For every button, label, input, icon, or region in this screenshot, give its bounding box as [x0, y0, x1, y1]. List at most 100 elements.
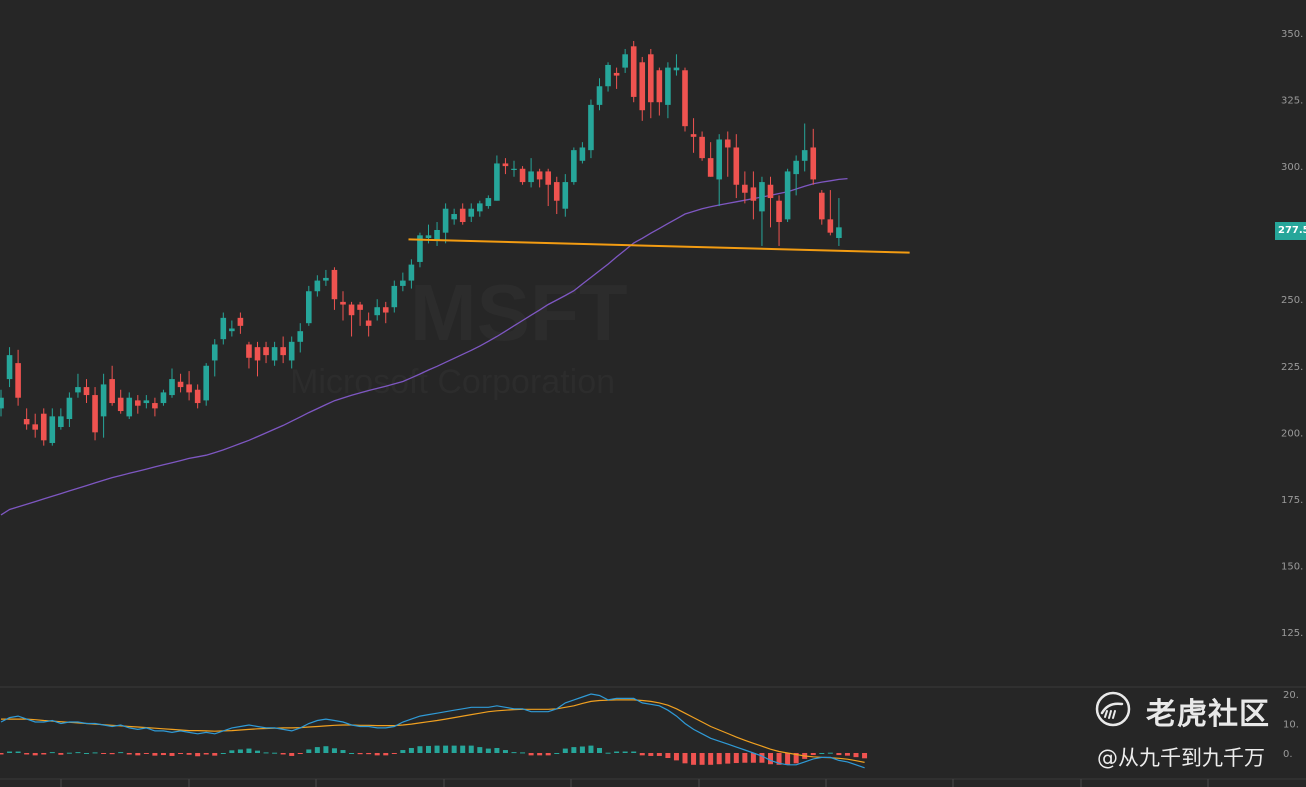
candle	[494, 155, 500, 201]
candle	[596, 78, 603, 111]
macd-tick-label: 20.	[1283, 690, 1299, 701]
candlestick-series	[0, 40, 842, 446]
macd-histogram-bar	[451, 745, 457, 753]
macd-histogram-bar	[528, 753, 534, 756]
candle	[588, 99, 594, 159]
candle	[477, 200, 483, 217]
candle-body	[485, 198, 492, 207]
candle	[66, 392, 73, 428]
macd-histogram-bar	[357, 753, 363, 755]
price-tick-label: 200.	[1281, 428, 1303, 439]
candle-body	[0, 397, 4, 409]
candle	[784, 168, 791, 223]
candle-body	[263, 347, 269, 356]
macd-lines	[0, 693, 865, 769]
macd-histogram-bar	[169, 753, 175, 756]
candle-body	[23, 419, 30, 425]
candle-body	[220, 317, 227, 340]
candle-body	[126, 397, 133, 417]
macd-histogram-bar	[186, 753, 192, 755]
macd-histogram-bar	[340, 750, 346, 753]
macd-histogram-bar	[118, 752, 124, 754]
macd-histogram-bar	[24, 753, 30, 755]
macd-histogram-bar	[759, 753, 765, 763]
candle	[690, 118, 697, 153]
candle-body	[750, 187, 757, 201]
candle	[237, 312, 244, 334]
macd-histogram-bar	[32, 753, 38, 756]
macd-histogram-bar	[605, 752, 611, 754]
candle	[836, 198, 842, 246]
macd-histogram-bar	[391, 753, 397, 754]
macd-histogram-bar	[263, 752, 269, 754]
macd-histogram-bar	[49, 752, 55, 754]
candle-body	[690, 134, 697, 137]
macd-axis: 20. 10. 0.	[1283, 690, 1299, 760]
candle-body	[477, 203, 483, 212]
macd-histogram-bar	[229, 750, 235, 753]
candle	[323, 269, 329, 286]
candle	[297, 323, 304, 353]
macd-histogram-bar	[708, 753, 714, 765]
macd-histogram-bar	[306, 749, 312, 753]
candle	[271, 341, 278, 366]
candle	[75, 373, 81, 398]
candle	[246, 341, 252, 369]
candle-body	[562, 182, 569, 209]
candle	[400, 272, 406, 292]
macd-histogram-bar	[716, 753, 722, 765]
candle	[562, 174, 569, 217]
candle	[536, 168, 543, 188]
candle-body	[117, 397, 124, 412]
macd-histogram-bar	[579, 746, 585, 753]
candle-body	[767, 184, 774, 199]
macd-histogram-bar	[588, 745, 594, 753]
candle-body	[40, 413, 47, 441]
macd-histogram-bar	[827, 752, 833, 754]
candle-body	[169, 379, 175, 396]
macd-histogram-bar	[109, 753, 115, 755]
macd-histogram-bar	[750, 753, 756, 763]
macd-histogram-bar	[648, 753, 654, 756]
candle	[220, 312, 227, 345]
candle	[306, 285, 312, 326]
candle	[750, 171, 757, 220]
candle-body	[553, 182, 560, 201]
candle-body	[536, 171, 543, 180]
macd-histogram-bar	[571, 747, 577, 753]
macd-histogram-bar	[75, 752, 81, 754]
candle	[699, 131, 705, 161]
watermark-company: Microsoft Corporation	[290, 363, 615, 401]
candle-body	[742, 184, 748, 193]
candle	[819, 190, 825, 225]
candle	[639, 56, 646, 121]
candle-body	[613, 72, 620, 76]
candle-body	[135, 400, 141, 406]
macd-histogram-bar	[520, 752, 526, 754]
macd-histogram-bar	[810, 753, 816, 756]
watermark: MSFT Microsoft Corporation	[290, 268, 628, 401]
macd-histogram-bar	[562, 748, 568, 753]
candle	[724, 131, 731, 177]
candle-body	[442, 208, 449, 233]
macd-histogram-bar	[844, 753, 850, 756]
candle-body	[203, 365, 209, 401]
candle	[511, 160, 517, 177]
macd-histogram-bar	[793, 753, 799, 764]
candle-body	[331, 269, 338, 300]
candle	[32, 413, 38, 438]
candle	[49, 408, 56, 446]
candle	[160, 389, 167, 406]
candle-body	[186, 384, 192, 393]
candle	[742, 171, 748, 204]
user-handle: @从九千到九千万	[1097, 746, 1265, 770]
candle	[793, 155, 799, 196]
macd-histogram-bar	[195, 753, 201, 757]
last-price-tag: 277.5	[1275, 222, 1306, 240]
candle	[100, 373, 107, 438]
candle-body	[494, 163, 500, 201]
candle-body	[323, 277, 329, 281]
macd-histogram-bar	[622, 751, 628, 753]
